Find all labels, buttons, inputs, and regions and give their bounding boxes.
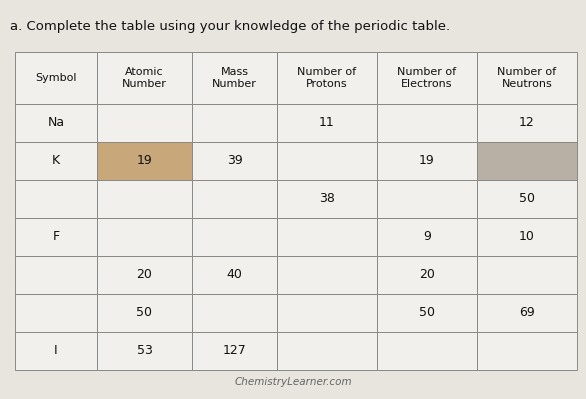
Text: K: K — [52, 154, 60, 168]
Text: Number of
Electrons: Number of Electrons — [397, 67, 456, 89]
Text: 12: 12 — [519, 117, 535, 130]
Text: Number of
Protons: Number of Protons — [298, 67, 356, 89]
Bar — [15, 52, 97, 104]
Bar — [277, 218, 377, 256]
Text: Symbol: Symbol — [35, 73, 77, 83]
Bar — [277, 332, 377, 370]
Text: Number of
Neutrons: Number of Neutrons — [498, 67, 557, 89]
Bar — [477, 332, 577, 370]
Bar — [377, 142, 477, 180]
Bar — [477, 256, 577, 294]
Bar — [377, 256, 477, 294]
Text: 69: 69 — [519, 306, 535, 320]
Bar — [15, 104, 97, 142]
Bar — [15, 180, 97, 218]
Text: 53: 53 — [137, 344, 152, 358]
Bar — [97, 256, 192, 294]
Bar — [97, 104, 192, 142]
Text: 127: 127 — [223, 344, 246, 358]
Bar — [97, 332, 192, 370]
Bar — [377, 104, 477, 142]
Text: 38: 38 — [319, 192, 335, 205]
Bar — [192, 256, 277, 294]
Bar — [377, 294, 477, 332]
Bar — [15, 256, 97, 294]
Text: Mass
Number: Mass Number — [212, 67, 257, 89]
Bar — [477, 52, 577, 104]
Bar — [377, 52, 477, 104]
Text: 39: 39 — [227, 154, 243, 168]
Bar — [277, 142, 377, 180]
Bar — [192, 218, 277, 256]
Text: 40: 40 — [227, 269, 243, 282]
Bar — [277, 256, 377, 294]
Bar — [15, 218, 97, 256]
Text: a. Complete the table using your knowledge of the periodic table.: a. Complete the table using your knowled… — [10, 20, 450, 33]
Bar — [97, 52, 192, 104]
Bar — [477, 294, 577, 332]
Bar — [277, 104, 377, 142]
Bar — [192, 332, 277, 370]
Bar — [277, 294, 377, 332]
Text: 20: 20 — [137, 269, 152, 282]
Bar — [477, 218, 577, 256]
Text: 10: 10 — [519, 231, 535, 243]
Text: 9: 9 — [423, 231, 431, 243]
Bar — [192, 294, 277, 332]
Bar — [477, 180, 577, 218]
Text: Atomic
Number: Atomic Number — [122, 67, 167, 89]
Bar — [15, 142, 97, 180]
Bar — [377, 180, 477, 218]
Bar — [192, 52, 277, 104]
Bar — [15, 332, 97, 370]
Text: 19: 19 — [419, 154, 435, 168]
Bar — [192, 180, 277, 218]
Bar — [477, 142, 577, 180]
Text: 50: 50 — [519, 192, 535, 205]
Text: 50: 50 — [137, 306, 152, 320]
Bar — [277, 180, 377, 218]
Bar — [192, 104, 277, 142]
Text: 19: 19 — [137, 154, 152, 168]
Bar — [192, 142, 277, 180]
Text: F: F — [52, 231, 60, 243]
Bar — [477, 104, 577, 142]
Bar — [97, 294, 192, 332]
Bar — [377, 218, 477, 256]
Text: 50: 50 — [419, 306, 435, 320]
Text: I: I — [54, 344, 58, 358]
Text: Na: Na — [47, 117, 64, 130]
Bar — [377, 332, 477, 370]
Bar — [277, 52, 377, 104]
Bar — [97, 218, 192, 256]
Text: 20: 20 — [419, 269, 435, 282]
Text: ChemistryLearner.com: ChemistryLearner.com — [234, 377, 352, 387]
Text: 11: 11 — [319, 117, 335, 130]
Bar — [15, 294, 97, 332]
Bar — [97, 180, 192, 218]
Bar — [97, 142, 192, 180]
